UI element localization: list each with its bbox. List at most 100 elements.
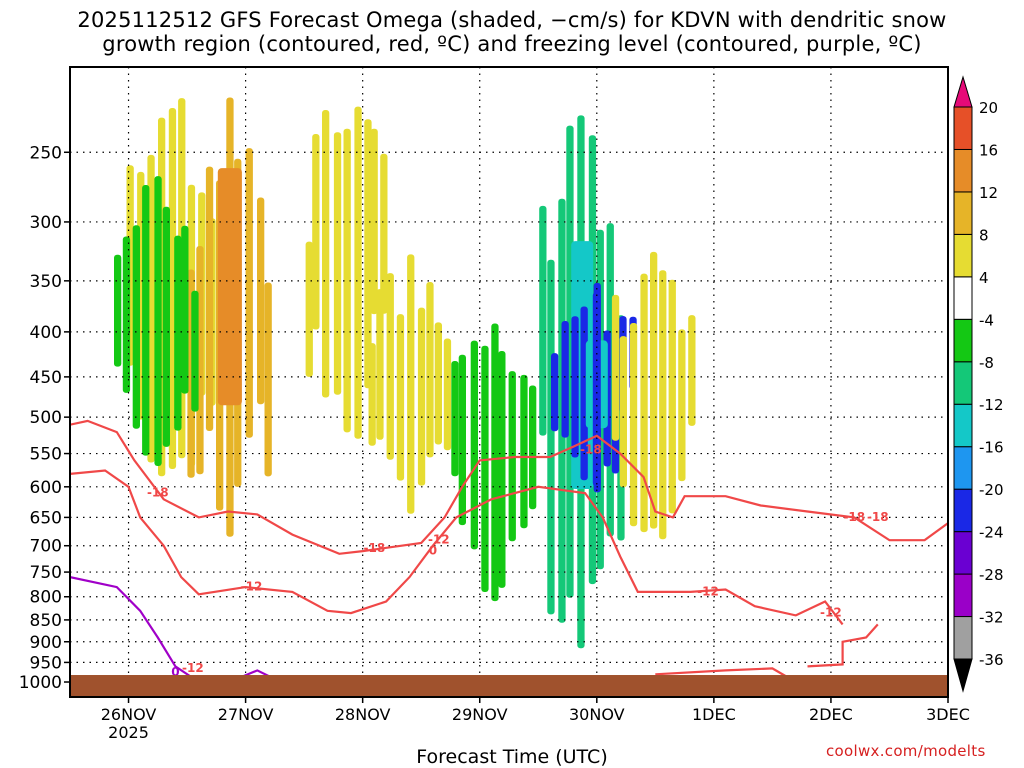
y-tick-label: 250 bbox=[30, 143, 62, 163]
omega-cell bbox=[640, 273, 648, 533]
colorbar-box bbox=[953, 361, 973, 405]
colorbar-label: 16 bbox=[979, 141, 998, 159]
freezing-level-contour bbox=[70, 576, 282, 684]
y-tick-label: 550 bbox=[30, 445, 62, 465]
omega-cell bbox=[678, 329, 686, 482]
omega-cell bbox=[154, 176, 162, 466]
omega-shading bbox=[114, 97, 696, 649]
colorbar-label: -24 bbox=[979, 524, 1004, 542]
x-tick-label: 26NOV bbox=[101, 705, 157, 724]
contour-label: -12 bbox=[182, 661, 204, 675]
pressure-axis: 2503003504004505005506006507007508008509… bbox=[19, 143, 70, 693]
omega-cell bbox=[611, 294, 620, 441]
omega-cell bbox=[426, 282, 434, 458]
omega-cell bbox=[257, 197, 265, 405]
x-tick-label: 29NOV bbox=[452, 705, 508, 724]
omega-cell bbox=[619, 336, 627, 488]
omega-cell bbox=[443, 338, 452, 451]
omega-cell bbox=[629, 323, 638, 527]
omega-cell bbox=[520, 374, 528, 529]
contour-label: -18 bbox=[147, 486, 169, 500]
y-tick-label: 700 bbox=[30, 537, 62, 557]
omega-cell bbox=[181, 225, 189, 394]
colorbar-box bbox=[953, 148, 973, 193]
y-tick-label: 400 bbox=[30, 323, 62, 343]
omega-cell bbox=[470, 340, 478, 550]
colorbar-top-arrow bbox=[953, 75, 973, 108]
omega-region bbox=[451, 323, 537, 602]
colorbar-box bbox=[953, 488, 973, 533]
y-tick-label: 900 bbox=[30, 633, 62, 653]
plot-frame bbox=[69, 66, 949, 698]
omega-cell bbox=[191, 290, 199, 412]
contour-label: -12 bbox=[697, 584, 719, 598]
colorbar-label: 8 bbox=[979, 226, 989, 244]
colorbar-box bbox=[953, 531, 973, 575]
omega-cell bbox=[305, 241, 313, 377]
omega-cell bbox=[364, 119, 372, 389]
omega-cell bbox=[245, 148, 253, 438]
contour-label: 0 bbox=[429, 544, 437, 558]
omega-region bbox=[114, 176, 199, 466]
colorbar-box bbox=[953, 106, 973, 150]
colorbar-box bbox=[953, 318, 973, 363]
y-tick-label: 650 bbox=[30, 508, 62, 528]
omega-cell bbox=[368, 343, 376, 446]
colorbar-box bbox=[953, 233, 973, 278]
contour-label: 0 bbox=[171, 665, 179, 679]
omega-cell bbox=[688, 315, 696, 426]
y-tick-label: 450 bbox=[30, 368, 62, 388]
omega-cell bbox=[417, 307, 426, 486]
y-tick-label: 300 bbox=[30, 213, 62, 233]
omega-cell bbox=[343, 128, 351, 433]
omega-region bbox=[187, 97, 272, 537]
y-tick-label: 350 bbox=[30, 272, 62, 292]
omega-cell bbox=[539, 205, 547, 436]
omega-region bbox=[368, 254, 452, 514]
omega-cell bbox=[312, 134, 320, 330]
colorbar-label: -12 bbox=[979, 396, 1004, 414]
colorbar-label: -28 bbox=[979, 566, 1004, 584]
omega-cell bbox=[380, 153, 388, 314]
omega-cell bbox=[481, 345, 489, 592]
omega-cell bbox=[174, 235, 182, 431]
contour-label: -12 bbox=[820, 606, 842, 620]
y-tick-label: 750 bbox=[30, 563, 62, 583]
colorbar-label: -32 bbox=[979, 609, 1004, 627]
contour-label: -12 bbox=[428, 533, 450, 547]
colorbar-box bbox=[953, 191, 973, 235]
omega-cell bbox=[264, 282, 272, 477]
x-tick-label: 3DEC bbox=[926, 705, 970, 724]
colorbar-box bbox=[953, 403, 973, 448]
y-tick-label: 950 bbox=[30, 653, 62, 673]
ground-fill bbox=[70, 675, 948, 697]
omega-cell bbox=[114, 254, 122, 367]
credit-text: coolwx.com/modelts bbox=[826, 742, 986, 760]
contour-label: -18 bbox=[580, 443, 602, 457]
x-tick-label: 28NOV bbox=[335, 705, 391, 724]
colorbar-box bbox=[953, 446, 973, 490]
omega-region bbox=[611, 251, 696, 540]
omega-cell bbox=[370, 128, 378, 315]
y-tick-label: 1000 bbox=[19, 673, 62, 693]
omega-cell bbox=[650, 251, 658, 529]
omega-cell bbox=[162, 206, 170, 447]
colorbar-label: -8 bbox=[979, 354, 994, 372]
ground-surface bbox=[70, 675, 948, 697]
contour-label: -18 bbox=[843, 510, 865, 524]
omega-cell bbox=[529, 385, 537, 510]
chart-title-line-2: growth region (contoured, red, ºC) and f… bbox=[102, 32, 922, 56]
y-tick-label: 500 bbox=[30, 408, 62, 428]
omega-core bbox=[217, 168, 242, 406]
colorbar-label: 20 bbox=[979, 99, 998, 117]
omega-cell bbox=[322, 110, 330, 398]
omega-cell bbox=[205, 166, 214, 431]
colorbar-label: 12 bbox=[979, 184, 998, 202]
contour-label: -18 bbox=[867, 510, 889, 524]
omega-cell bbox=[376, 289, 384, 440]
colorbar-box bbox=[953, 616, 973, 660]
omega-cell bbox=[571, 316, 579, 458]
omega-cell bbox=[333, 132, 342, 395]
